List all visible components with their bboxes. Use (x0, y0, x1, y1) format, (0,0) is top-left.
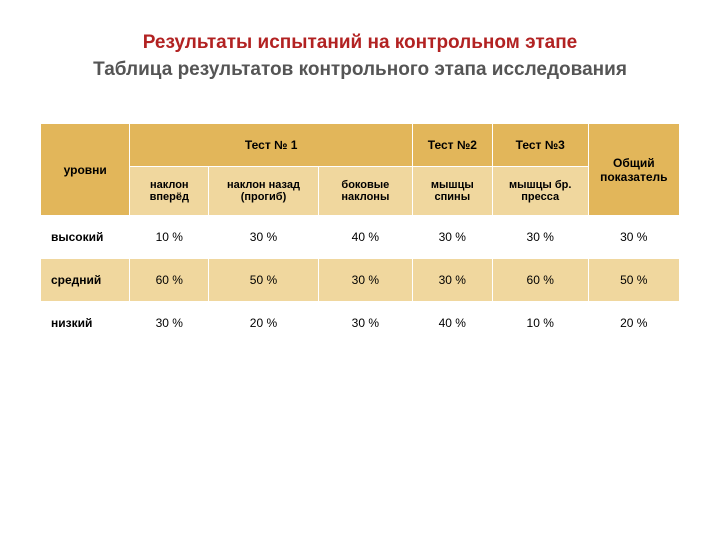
cell-value: 30 % (588, 216, 679, 259)
cell-value: 30 % (318, 259, 412, 302)
cell-value: 30 % (412, 259, 492, 302)
table-body: высокий10 %30 %40 %30 %30 %30 %средний60… (41, 216, 680, 345)
cell-value: 10 % (130, 216, 209, 259)
col-header-levels: уровни (41, 124, 130, 216)
row-level: высокий (41, 216, 130, 259)
sub-header: мышцы бр. пресса (492, 167, 588, 216)
title-line-1: Результаты испытаний на контрольном этап… (40, 30, 680, 57)
cell-value: 30 % (209, 216, 319, 259)
cell-value: 10 % (492, 302, 588, 345)
cell-value: 50 % (209, 259, 319, 302)
cell-value: 50 % (588, 259, 679, 302)
table-row: высокий10 %30 %40 %30 %30 %30 % (41, 216, 680, 259)
title-line-2: Таблица результатов контрольного этапа и… (40, 57, 680, 84)
cell-value: 60 % (492, 259, 588, 302)
cell-value: 40 % (318, 216, 412, 259)
sub-header: наклон назад (прогиб) (209, 167, 319, 216)
cell-value: 30 % (492, 216, 588, 259)
cell-value: 30 % (130, 302, 209, 345)
row-level: средний (41, 259, 130, 302)
group-header: Тест № 1 (130, 124, 412, 167)
header-row-1: уровни Тест № 1Тест №2Тест №3Общий показ… (41, 124, 680, 167)
results-table: уровни Тест № 1Тест №2Тест №3Общий показ… (40, 123, 680, 345)
sub-header: наклон вперёд (130, 167, 209, 216)
cell-value: 30 % (412, 216, 492, 259)
table-row: средний60 %50 %30 %30 %60 %50 % (41, 259, 680, 302)
cell-value: 60 % (130, 259, 209, 302)
cell-value: 40 % (412, 302, 492, 345)
table-row: низкий30 %20 %30 %40 %10 %20 % (41, 302, 680, 345)
cell-value: 20 % (588, 302, 679, 345)
sub-header: боковые наклоны (318, 167, 412, 216)
sub-header: мышцы спины (412, 167, 492, 216)
col-header-total: Общий показатель (588, 124, 679, 216)
cell-value: 20 % (209, 302, 319, 345)
header-row-2: наклон вперёднаклон назад (прогиб)боковы… (41, 167, 680, 216)
title-block: Результаты испытаний на контрольном этап… (40, 30, 680, 83)
group-header: Тест №3 (492, 124, 588, 167)
row-level: низкий (41, 302, 130, 345)
group-header: Тест №2 (412, 124, 492, 167)
cell-value: 30 % (318, 302, 412, 345)
